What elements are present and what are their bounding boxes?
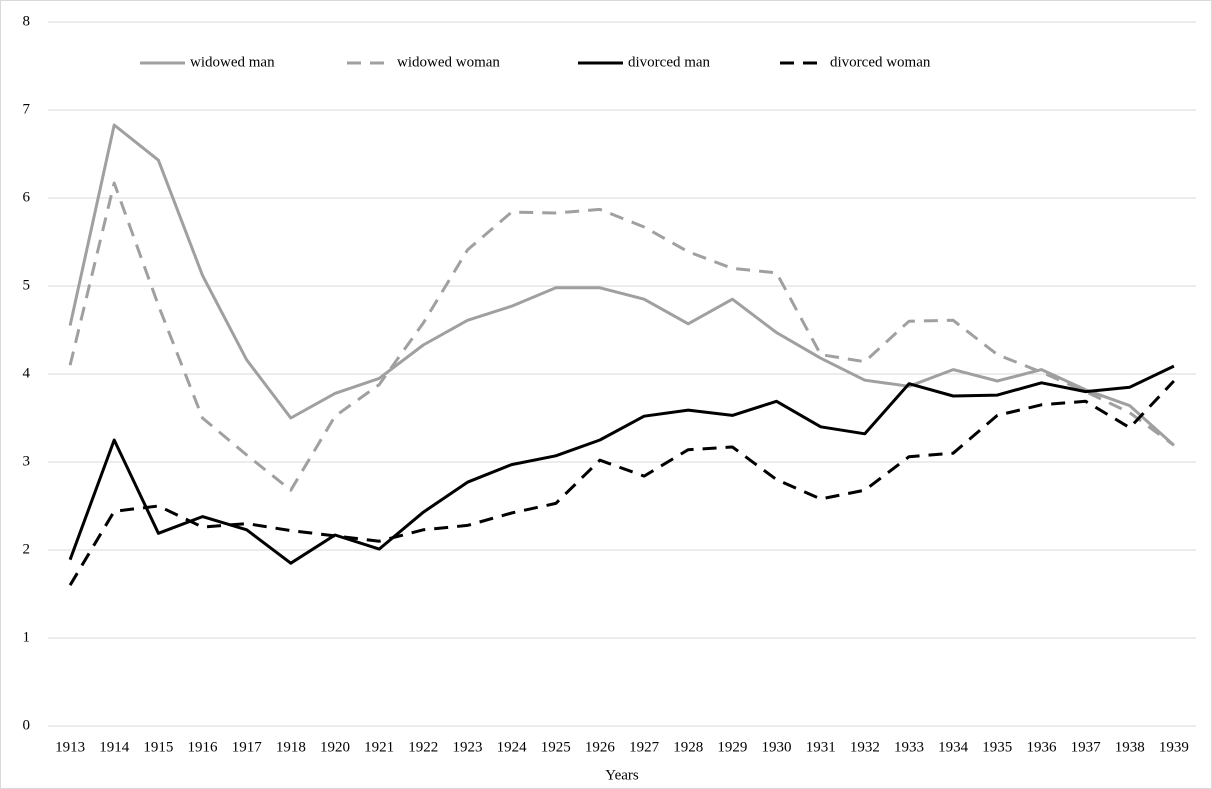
legend-label: widowed woman [397,54,500,70]
legend-label: divorced man [628,54,711,70]
x-tick-label: 1931 [806,739,836,755]
x-tick-label: 1922 [408,739,438,755]
x-tick-label: 1929 [717,739,747,755]
x-axis-label: Years [605,767,639,783]
y-tick-label: 3 [23,453,31,469]
x-tick-label: 1927 [629,739,660,755]
x-tick-label: 1918 [276,739,306,755]
x-tick-label: 1930 [762,739,792,755]
x-tick-label: 1914 [99,739,130,755]
y-tick-label: 8 [23,13,31,29]
y-tick-label: 6 [23,189,31,205]
series-line [68,379,1175,586]
y-tick-label: 2 [23,541,31,557]
x-tick-label: 1937 [1071,739,1102,755]
x-tick-label: 1913 [55,739,85,755]
y-tick-label: 1 [23,629,31,645]
legend-label: divorced woman [830,54,931,70]
y-tick-label: 0 [23,717,31,733]
x-tick-label: 1921 [364,739,394,755]
x-tick-label: 1924 [497,739,528,755]
x-tick-label: 1926 [585,739,616,755]
x-tick-label: 1920 [320,739,350,755]
y-tick-label: 5 [23,277,31,293]
x-tick-label: 1936 [1026,739,1057,755]
x-tick-label: 1934 [938,739,969,755]
x-tick-label: 1928 [673,739,703,755]
x-tick-label: 1915 [143,739,173,755]
legend-label: widowed man [190,54,275,70]
x-tick-label: 1938 [1115,739,1145,755]
x-tick-label: 1923 [452,739,482,755]
y-tick-label: 4 [23,365,31,381]
series-line [68,181,1175,492]
x-tick-label: 1932 [850,739,880,755]
x-tick-label: 1917 [232,739,263,755]
x-tick-label: 1925 [541,739,571,755]
x-tick-label: 1935 [982,739,1012,755]
y-tick-label: 7 [23,101,31,117]
series-line [68,123,1175,447]
series-line [68,364,1175,565]
x-tick-label: 1916 [188,739,219,755]
x-tick-label: 1939 [1159,739,1189,755]
x-tick-label: 1933 [894,739,924,755]
